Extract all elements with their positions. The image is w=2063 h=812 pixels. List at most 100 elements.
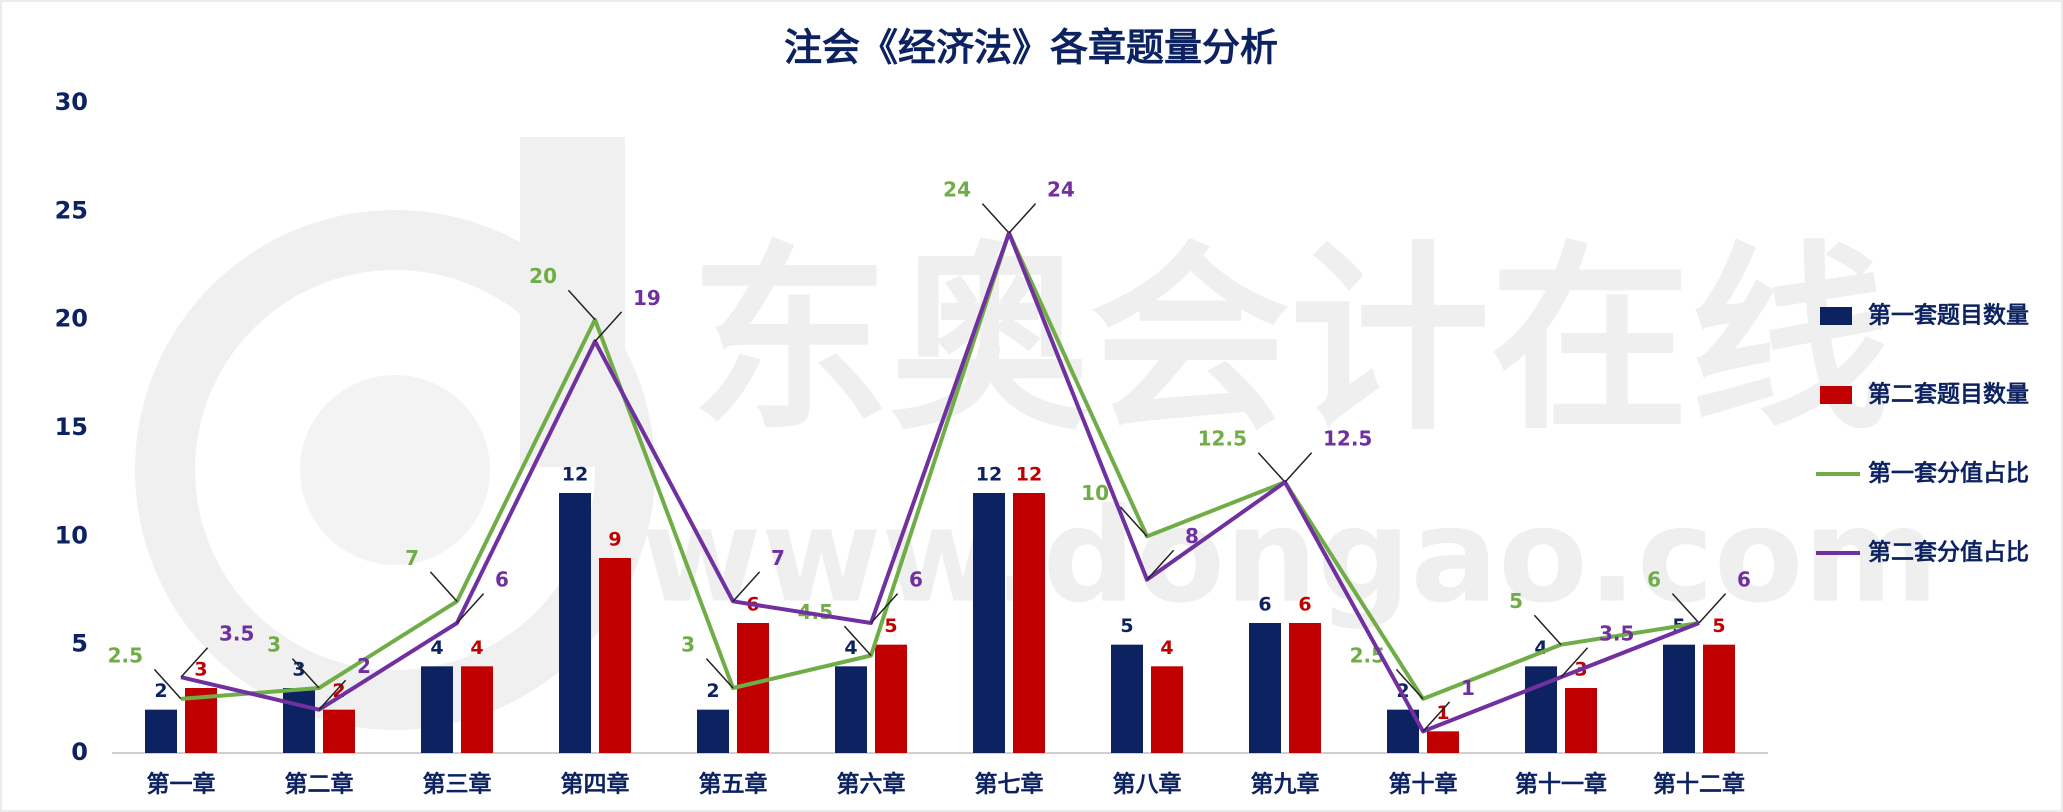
bar xyxy=(559,493,591,753)
bar-value-label: 6 xyxy=(1258,594,1271,616)
y-tick-label: 15 xyxy=(55,413,88,441)
leader-line xyxy=(732,571,761,602)
legend-label: 第一套分值占比 xyxy=(1868,460,2029,487)
bar-value-label: 5 xyxy=(884,615,897,637)
x-tick-label: 第六章 xyxy=(837,771,906,798)
line-value-label: 5 xyxy=(1509,589,1523,613)
leader-line xyxy=(180,647,209,678)
x-tick-label: 第二章 xyxy=(285,771,354,798)
x-tick-label: 第十二章 xyxy=(1653,771,1745,798)
bar-value-label: 3 xyxy=(194,659,207,681)
bar xyxy=(145,709,177,753)
bar xyxy=(461,666,493,753)
leader-line xyxy=(153,668,182,700)
legend-swatch xyxy=(1820,307,1852,325)
bar xyxy=(283,688,315,753)
leader-line xyxy=(705,658,734,689)
line-value-label: 6 xyxy=(1737,568,1751,592)
leader-line xyxy=(1671,593,1700,624)
leader-line xyxy=(1008,203,1037,234)
bar xyxy=(875,644,907,753)
line-value-label: 2.5 xyxy=(108,643,143,667)
chart-title: 注会《经济法》各章题量分析 xyxy=(784,26,1278,70)
bar-value-label: 2 xyxy=(706,680,719,702)
legend-label: 第二套分值占比 xyxy=(1868,539,2029,566)
line-value-label: 3.5 xyxy=(219,622,254,646)
bar-value-label: 4 xyxy=(470,637,483,659)
line-value-label: 6 xyxy=(909,568,923,592)
legend-label: 第二套题目数量 xyxy=(1868,381,2029,408)
line-value-label: 24 xyxy=(1047,178,1075,202)
leader-line xyxy=(1146,549,1175,581)
bar-value-label: 4 xyxy=(1160,637,1173,659)
legend-swatch xyxy=(1820,386,1852,404)
line-value-label: 19 xyxy=(633,286,661,310)
line xyxy=(180,231,1700,701)
leader-line xyxy=(291,658,320,689)
y-tick-label: 25 xyxy=(55,196,88,224)
y-tick-label: 30 xyxy=(55,88,88,116)
y-tick-label: 0 xyxy=(71,738,88,766)
line xyxy=(180,231,1700,734)
line-value-label: 6 xyxy=(1647,568,1661,592)
leader-line xyxy=(1560,647,1589,678)
bar-value-label: 1 xyxy=(1436,702,1449,724)
bar xyxy=(599,558,631,753)
bar xyxy=(973,493,1005,753)
legend-label: 第一套题目数量 xyxy=(1868,302,2029,329)
leader-line xyxy=(456,593,485,624)
line-value-label: 6 xyxy=(495,568,509,592)
bar xyxy=(1427,731,1459,753)
leader-line xyxy=(1395,668,1424,700)
bar-value-label: 5 xyxy=(1120,615,1133,637)
bar xyxy=(1703,644,1735,753)
y-tick-label: 10 xyxy=(55,521,88,549)
leader-line xyxy=(870,593,899,624)
leader-line xyxy=(843,625,872,657)
x-tick-label: 第三章 xyxy=(423,771,492,798)
bar xyxy=(421,666,453,753)
line-value-label: 1 xyxy=(1461,676,1475,700)
line-value-label: 8 xyxy=(1185,524,1199,548)
bar xyxy=(835,666,867,753)
leader-line xyxy=(567,289,596,321)
line-value-label: 20 xyxy=(529,264,557,288)
leader-line xyxy=(1422,701,1451,732)
bar-value-label: 12 xyxy=(562,464,588,486)
bar xyxy=(1013,493,1045,753)
leader-line xyxy=(1533,614,1562,646)
line-value-label: 12.5 xyxy=(1323,427,1372,451)
bar-value-label: 12 xyxy=(1016,464,1042,486)
line-value-label: 3 xyxy=(681,633,695,657)
bar-value-label: 4 xyxy=(430,637,443,659)
line-value-label: 10 xyxy=(1081,481,1109,505)
bar-value-label: 5 xyxy=(1712,615,1725,637)
x-tick-label: 第一章 xyxy=(147,771,216,798)
y-tick-label: 20 xyxy=(55,305,88,333)
line-value-label: 3.5 xyxy=(1599,622,1634,646)
x-tick-label: 第十章 xyxy=(1389,771,1458,798)
bar xyxy=(1289,623,1321,753)
x-tick-label: 第五章 xyxy=(699,771,768,798)
bar xyxy=(737,623,769,753)
leader-line xyxy=(594,311,623,342)
bar-value-label: 4 xyxy=(844,637,857,659)
watermark-logo xyxy=(135,137,655,730)
bar-value-label: 2 xyxy=(154,680,167,702)
line-value-label: 12.5 xyxy=(1198,427,1247,451)
leader-line xyxy=(1284,452,1313,483)
x-tick-label: 第八章 xyxy=(1113,771,1182,798)
bar xyxy=(1663,644,1695,753)
x-tick-label: 第四章 xyxy=(561,771,630,798)
x-tick-label: 第九章 xyxy=(1251,771,1320,798)
bar xyxy=(1249,623,1281,753)
watermark: 东奥会计在线 xyxy=(690,225,1890,458)
leader-line xyxy=(1119,506,1148,537)
watermark: www.dongao.com xyxy=(641,480,1939,632)
line-value-label: 3 xyxy=(267,633,281,657)
bar-value-label: 12 xyxy=(976,464,1002,486)
x-tick-label: 第十一章 xyxy=(1515,771,1607,798)
leader-line xyxy=(1698,593,1727,624)
leader-line xyxy=(981,203,1010,234)
bar xyxy=(1565,688,1597,753)
